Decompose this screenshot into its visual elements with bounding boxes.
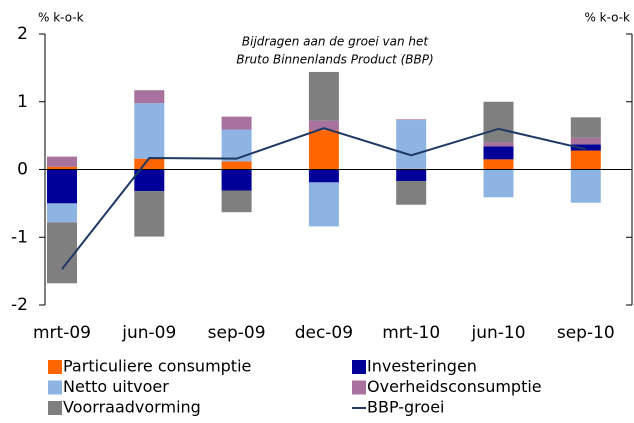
chart-title: Bijdragen aan de groei van het (242, 35, 429, 49)
bar (483, 159, 514, 170)
legend-swatch (48, 360, 62, 374)
x-tick-label: mrt-09 (33, 323, 91, 343)
legend-swatch (352, 360, 366, 374)
bar (221, 169, 252, 191)
bar (134, 90, 165, 104)
bar (396, 120, 427, 169)
x-tick-label: mrt-10 (382, 323, 440, 343)
bar (483, 146, 514, 160)
bar (570, 169, 601, 203)
bar (221, 161, 252, 170)
legend-label: Particuliere consumptie (63, 357, 251, 376)
bar (47, 166, 77, 170)
legend-label: Voorraadvorming (63, 398, 201, 417)
bar (221, 129, 252, 162)
x-tick-label: jun-09 (121, 323, 176, 343)
bar (570, 150, 601, 170)
legend-swatch (48, 401, 62, 415)
bar (134, 103, 165, 159)
bar (308, 130, 339, 170)
bar (396, 169, 427, 182)
bar (47, 203, 77, 223)
y2-axis-label: % k-o-k (584, 11, 630, 25)
bar (47, 222, 77, 284)
y-axis-label: % k-o-k (38, 11, 84, 25)
bar (134, 191, 165, 237)
y-tick-label: -1 (11, 227, 28, 247)
bar (308, 120, 339, 131)
y-tick-label: -2 (11, 295, 28, 315)
line (61, 127, 587, 270)
y-tick-label: 0 (17, 160, 28, 180)
legend-swatch (352, 380, 366, 395)
bar (221, 116, 252, 130)
legend-swatch (48, 380, 62, 395)
bar (134, 169, 165, 192)
legend-label: Overheidsconsumptie (367, 377, 542, 396)
bar (570, 137, 601, 145)
y-tick-label: 1 (17, 92, 28, 112)
bar (396, 181, 427, 205)
x-tick-label: dec-09 (295, 323, 353, 343)
bar (221, 190, 252, 213)
bar (483, 169, 514, 198)
bar (134, 158, 165, 170)
legend-label: Netto uitvoer (63, 377, 169, 396)
bar (483, 101, 514, 143)
x-tick-label: jun-10 (470, 323, 525, 343)
bar (47, 169, 77, 204)
bar (483, 142, 514, 147)
bar (396, 119, 427, 121)
bar (308, 182, 339, 227)
y-tick-label: 2 (17, 24, 28, 44)
bar (47, 156, 77, 167)
x-tick-label: sep-10 (557, 323, 615, 343)
bar (570, 144, 601, 151)
bar (308, 169, 339, 183)
chart-title: Bruto Binnenlands Product (BBP) (236, 53, 433, 67)
legend-label: Investeringen (367, 357, 477, 376)
x-tick-label: sep-09 (208, 323, 266, 343)
legend-label: BBP-groei (367, 398, 444, 417)
bar (570, 117, 601, 138)
bar (308, 71, 339, 121)
